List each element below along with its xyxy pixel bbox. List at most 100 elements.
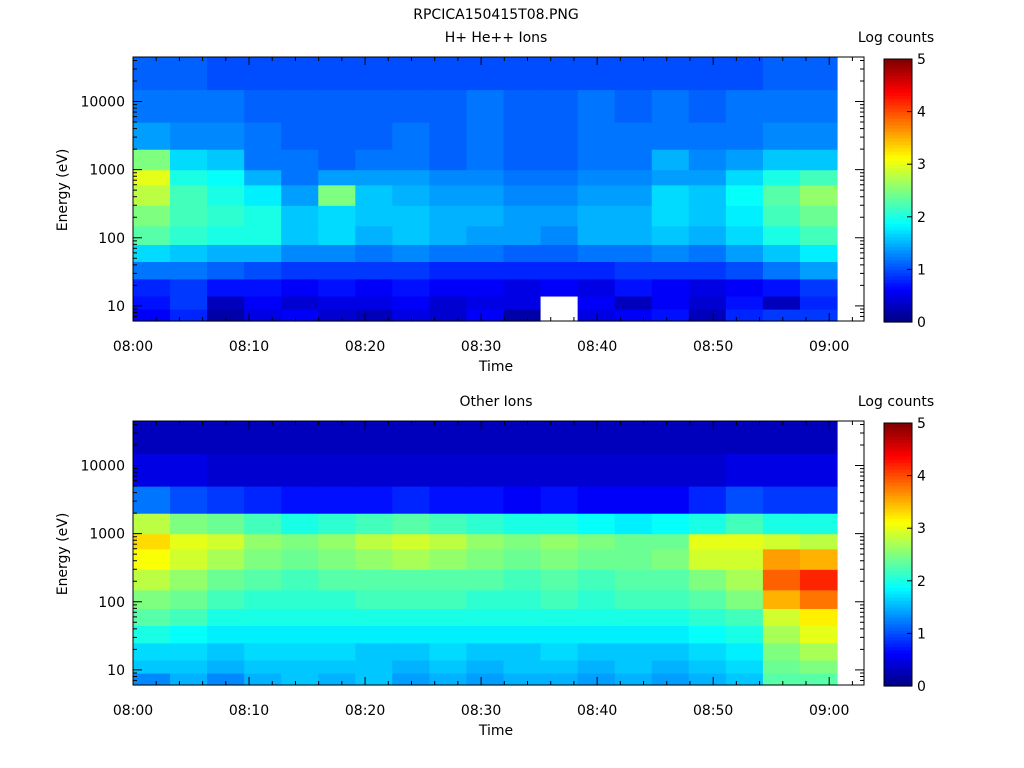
- heatmap-cell: [799, 608, 838, 626]
- heatmap-cell: [577, 225, 616, 245]
- heatmap-cell: [133, 642, 171, 661]
- heatmap-cell: [762, 486, 801, 514]
- heatmap-cell: [799, 295, 838, 310]
- colorbar-segment: [884, 429, 912, 434]
- heatmap-cell: [207, 122, 245, 150]
- heatmap-cell: [503, 122, 542, 150]
- heatmap-cell: [688, 205, 727, 227]
- heatmap-cell: [281, 89, 319, 123]
- heatmap-cell: [392, 57, 431, 91]
- heatmap-cell: [614, 513, 653, 535]
- heatmap-cell: [540, 589, 579, 609]
- heatmap-cell: [318, 608, 356, 626]
- heatmap-cell: [725, 673, 764, 686]
- colorbar-frame: [883, 58, 913, 323]
- colorbar-segment: [884, 236, 912, 241]
- heatmap-cell: [244, 225, 282, 245]
- heatmap-cell: [170, 608, 208, 626]
- page-title: RPCICA150415T08.PNG: [413, 7, 578, 23]
- heatmap-cell: [651, 169, 690, 186]
- heatmap-cell: [503, 278, 542, 297]
- heatmap-cell: [207, 453, 245, 487]
- heatmap-cell: [355, 295, 393, 310]
- heatmap-cell: [133, 421, 171, 455]
- heatmap-cell: [799, 625, 838, 644]
- colorbar-segment: [884, 154, 912, 159]
- heatmap-cell: [392, 533, 431, 550]
- colorbar-segment: [884, 124, 912, 129]
- heatmap-cell: [392, 169, 431, 186]
- heatmap-cell: [355, 673, 393, 686]
- heatmap-cell: [429, 169, 468, 186]
- heatmap-cell: [614, 309, 653, 322]
- heatmap-cell: [688, 149, 727, 171]
- colorbar-tick-label: 2: [917, 210, 926, 226]
- heatmap-cell: [392, 225, 431, 245]
- heatmap-cell: [725, 453, 764, 487]
- heatmap-cell: [577, 184, 616, 206]
- colorbar-segment: [884, 121, 912, 126]
- colorbar-segment: [884, 432, 912, 437]
- heatmap-cell: [614, 244, 653, 262]
- heatmap-cell: [281, 569, 319, 591]
- heatmap-cell: [355, 278, 393, 297]
- heatmap-cell: [281, 122, 319, 150]
- heatmap-cell: [688, 244, 727, 262]
- x-tick-label: 08:00: [113, 339, 153, 355]
- y-axis-label: Energy (eV): [55, 149, 71, 232]
- heatmap-cell: [503, 421, 542, 455]
- heatmap-cell: [725, 225, 764, 245]
- heatmap-cell: [244, 548, 282, 570]
- heatmap-cell: [503, 513, 542, 535]
- heatmap-cell: [170, 225, 208, 245]
- heatmap-cell: [614, 169, 653, 186]
- heatmap-cell: [133, 122, 171, 150]
- heatmap-cell: [540, 89, 579, 123]
- colorbar-segment: [884, 137, 912, 142]
- heatmap-cell: [540, 295, 579, 310]
- heatmap-cell: [318, 309, 356, 322]
- colorbar-segment: [884, 285, 912, 290]
- heatmap-cell: [170, 486, 208, 514]
- colorbar-label: Log counts: [858, 30, 934, 46]
- colorbar-segment: [884, 275, 912, 280]
- colorbar-segment: [884, 426, 912, 431]
- heatmap-cell: [244, 673, 282, 686]
- heatmap-cell: [762, 589, 801, 609]
- x-tick-label: 09:00: [809, 703, 849, 719]
- heatmap-cell: [392, 205, 431, 227]
- heatmap-cell: [540, 205, 579, 227]
- colorbar-segment: [884, 511, 912, 516]
- heatmap-cell: [355, 89, 393, 123]
- colorbar-segment: [884, 478, 912, 483]
- colorbar-segment: [884, 439, 912, 444]
- heatmap-cell: [540, 513, 579, 535]
- heatmap-cell: [799, 261, 838, 280]
- heatmap-cell: [281, 205, 319, 227]
- heatmap-cell: [503, 244, 542, 262]
- heatmap-cell: [207, 608, 245, 626]
- colorbar-segment: [884, 446, 912, 450]
- colorbar-segment: [884, 485, 912, 490]
- heatmap-cell: [429, 122, 468, 150]
- y-tick-label: 10000: [80, 95, 125, 111]
- heatmap-cell: [318, 513, 356, 535]
- heatmap-cell: [392, 309, 431, 322]
- colorbar-segment: [884, 567, 912, 572]
- heatmap-cell: [170, 569, 208, 591]
- colorbar-tick-label: 4: [917, 105, 926, 121]
- heatmap-cell: [540, 659, 579, 674]
- heatmap-cell: [133, 673, 171, 686]
- heatmap-cell: [651, 295, 690, 310]
- heatmap-cell: [466, 122, 505, 150]
- colorbar-segment: [884, 151, 912, 155]
- heatmap-cell: [540, 608, 579, 626]
- heatmap-cell: [614, 421, 653, 455]
- heatmap-cell: [207, 513, 245, 535]
- heatmap-cell: [577, 57, 616, 91]
- heatmap-cell: [577, 642, 616, 661]
- heatmap-cell: [281, 548, 319, 570]
- heatmap-cell: [651, 149, 690, 171]
- colorbar-segment: [884, 623, 912, 628]
- heatmap-cell: [799, 184, 838, 206]
